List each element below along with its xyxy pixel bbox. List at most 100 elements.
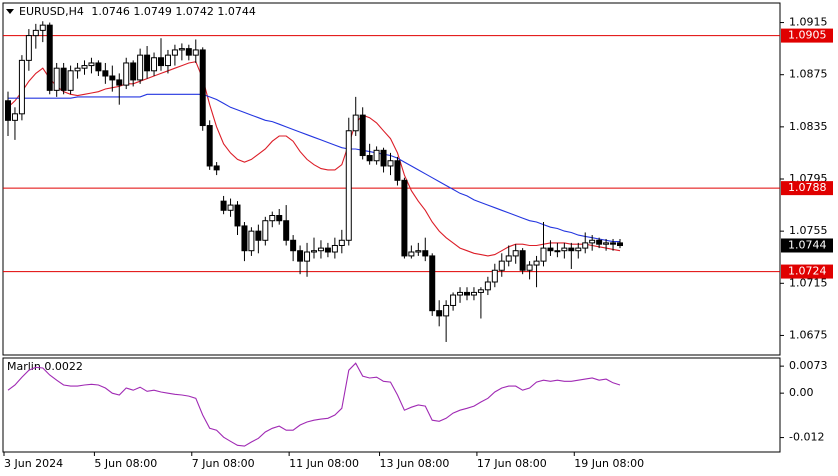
candle-body <box>533 260 540 266</box>
candle-body <box>338 239 345 246</box>
candle-body <box>359 114 366 157</box>
candle-body <box>526 264 533 271</box>
candle-body <box>387 160 394 167</box>
candle-body <box>74 67 81 72</box>
symbol: EURUSD,H4 <box>19 5 84 18</box>
moving-average <box>7 61 621 257</box>
level-label: 1.0788 <box>788 181 827 194</box>
candle-body <box>178 48 185 51</box>
candle-body <box>60 67 67 91</box>
candle-body <box>484 281 491 291</box>
candle-body <box>185 48 192 56</box>
candle-body <box>144 54 151 72</box>
level-label-box <box>781 181 833 196</box>
candle-body <box>234 204 241 227</box>
y-tick-label: 1.0875 <box>789 68 828 81</box>
low: 1.0742 <box>175 5 214 18</box>
candle-body <box>192 49 199 56</box>
candle-body <box>18 59 25 115</box>
candle-body <box>304 251 311 262</box>
level-label: 1.0905 <box>788 29 827 42</box>
chart-title: EURUSD,H4 1.0746 1.0749 1.0742 1.0744 <box>19 5 256 18</box>
x-tick-label: 19 Jun 08:00 <box>574 457 644 470</box>
candle-body <box>366 155 373 162</box>
candle-body <box>540 247 547 262</box>
indicator-name: Marlin <box>7 360 41 373</box>
level-label-box <box>781 28 833 43</box>
candle-body <box>137 54 144 81</box>
candle-body <box>248 230 255 252</box>
candle-body <box>596 239 603 245</box>
candle-body <box>39 24 46 31</box>
candle-body <box>498 260 505 271</box>
candle-body <box>116 79 123 86</box>
candle-body <box>297 250 304 262</box>
candle-body <box>603 242 610 245</box>
candle-body <box>554 250 561 253</box>
candle-body <box>5 100 11 121</box>
candle-body <box>199 49 206 127</box>
candle-body <box>464 291 470 296</box>
candle-body <box>394 160 401 181</box>
candle-body <box>568 247 575 252</box>
candle-body <box>519 250 526 271</box>
candle-body <box>206 125 213 167</box>
candle-body <box>46 24 53 91</box>
candle-body <box>151 57 158 72</box>
y-tick-label: 1.0835 <box>789 120 828 133</box>
candle-body <box>617 242 623 246</box>
candle-body <box>512 250 519 257</box>
x-tick-label: 7 Jun 08:00 <box>192 457 255 470</box>
candle-body <box>380 149 387 167</box>
candle-body <box>53 67 60 91</box>
candle-body <box>422 250 429 257</box>
candle-body <box>81 65 88 69</box>
open: 1.0746 <box>91 5 130 18</box>
candle-body <box>171 49 178 56</box>
candle-body <box>262 220 269 241</box>
candle-body <box>491 269 498 283</box>
candle-body <box>130 62 137 81</box>
candle-body <box>547 247 554 252</box>
candle-body <box>283 220 290 241</box>
candle-body <box>32 29 39 37</box>
candle-body <box>470 291 477 296</box>
x-tick-label: 11 Jun 08:00 <box>289 457 359 470</box>
candle-body <box>95 62 102 72</box>
candle-body <box>311 250 317 253</box>
collapse-arrow[interactable] <box>6 9 14 14</box>
price-label-box <box>781 238 833 253</box>
indicator-tick-label: 0.00 <box>789 386 814 399</box>
candle-body <box>582 242 589 249</box>
candle-body <box>610 242 617 245</box>
candle-body <box>317 247 324 252</box>
candle-body <box>255 230 262 241</box>
candle-body <box>429 255 436 312</box>
indicator-line <box>7 362 621 447</box>
indicator-tick-label: 0.0073 <box>789 359 828 372</box>
candle-body <box>164 54 171 67</box>
candle-body <box>401 179 408 257</box>
candle-body <box>331 244 338 253</box>
candle-body <box>102 70 109 77</box>
price-label: 1.0744 <box>788 238 827 251</box>
x-tick-label: 13 Jun 08:00 <box>380 457 450 470</box>
candle-body <box>276 215 283 222</box>
candle-body <box>324 247 331 253</box>
candle-body <box>443 304 450 317</box>
candle-body <box>241 225 248 252</box>
x-tick-label: 5 Jun 08:00 <box>94 457 157 470</box>
indicator-tick-label: -0.012 <box>789 431 824 444</box>
candle-body <box>11 113 18 121</box>
level-label-box <box>781 264 833 279</box>
candle-body <box>269 215 276 222</box>
candle-body <box>290 239 297 252</box>
candle-body <box>67 70 74 91</box>
candle-body <box>561 247 568 252</box>
candle-body <box>352 114 359 132</box>
x-tick-label: 17 Jun 08:00 <box>477 457 547 470</box>
candle-body <box>436 310 443 317</box>
high: 1.0749 <box>133 5 172 18</box>
candle-body <box>88 62 95 67</box>
